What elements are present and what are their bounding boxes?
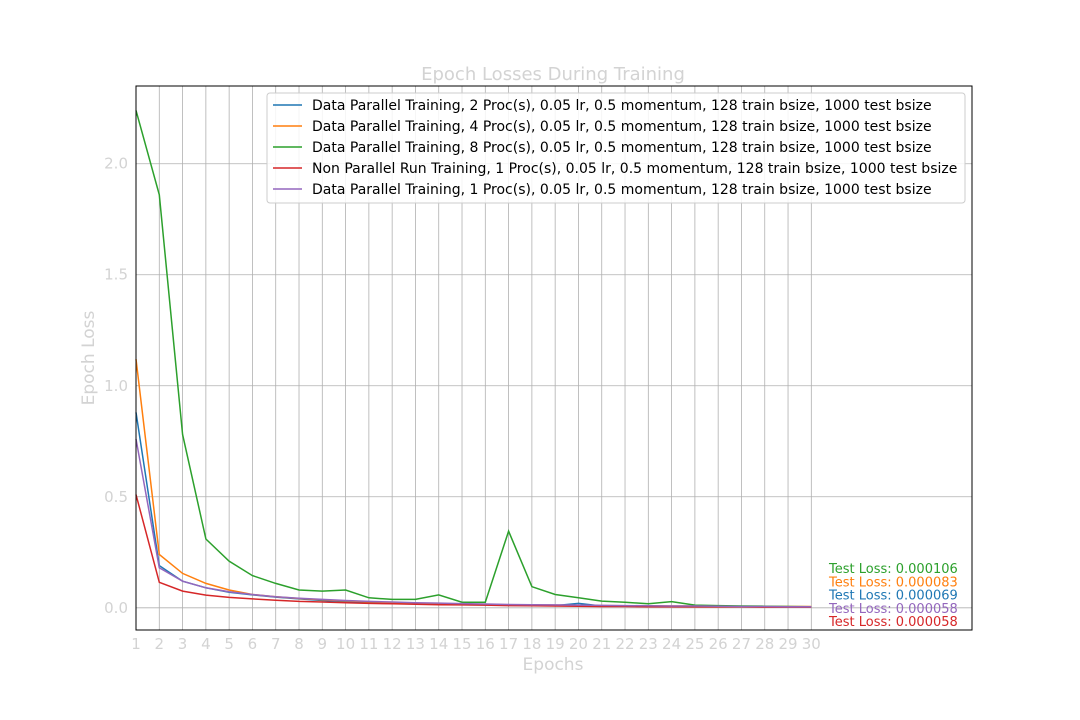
x-tick-labels: 1 2 3 4 5 6 7 8 9 10 11 12 13 14 15 16 17 18 19 20 21 22 23 24 2… (131, 635, 821, 653)
x-tick-label: 22 (615, 635, 634, 653)
x-tick-label: 6 (248, 635, 258, 653)
y-tick-label: 2.0 (104, 155, 128, 173)
legend-label: Non Parallel Run Training, 1 Proc(s), 0.… (312, 161, 957, 177)
x-tick-label: 26 (709, 635, 728, 653)
legend-label: Data Parallel Training, 4 Proc(s), 0.05 … (312, 119, 932, 135)
test-loss-label: Test Loss: 0.000083 (828, 575, 958, 590)
y-tick-label: 0.0 (104, 599, 128, 617)
plot-frame (135, 85, 973, 631)
x-tick-label: 2 (155, 635, 165, 653)
x-tick-label: 10 (336, 635, 355, 653)
x-tick-label: 19 (546, 635, 565, 653)
series-line-5 (135, 438, 812, 608)
x-tick-label: 9 (318, 635, 328, 653)
legend: Data Parallel Training, 2 Proc(s), 0.05 … (266, 92, 966, 204)
x-tick-label: 7 (271, 635, 281, 653)
x-tick-label: 24 (662, 635, 681, 653)
series-group (135, 110, 812, 608)
y-tick-labels: 0.0 0.5 1.0 1.5 2.0 (104, 155, 128, 617)
x-tick-label: 8 (294, 635, 304, 653)
y-tick-label: 1.5 (104, 266, 128, 284)
test-loss-label: Test Loss: 0.000106 (828, 562, 958, 577)
x-tick-label: 3 (178, 635, 188, 653)
x-tick-label: 27 (732, 635, 751, 653)
x-tick-label: 12 (383, 635, 402, 653)
x-tick-label: 13 (406, 635, 425, 653)
y-tick-label: 0.5 (104, 488, 128, 506)
series-line-4 (135, 494, 812, 608)
test-loss-label: Test Loss: 0.000058 (828, 602, 958, 617)
x-tick-label: 29 (778, 635, 797, 653)
x-tick-label: 23 (639, 635, 658, 653)
legend-label: Data Parallel Training, 8 Proc(s), 0.05 … (312, 140, 932, 156)
x-tick-label: 15 (452, 635, 471, 653)
y-tick-label: 1.0 (104, 377, 128, 395)
x-tick-label: 4 (201, 635, 211, 653)
test-loss-label: Test Loss: 0.000058 (828, 615, 958, 630)
x-tick-label: 25 (685, 635, 704, 653)
test-loss-label: Test Loss: 0.000069 (828, 589, 958, 604)
series-line-3 (135, 110, 812, 608)
legend-box (266, 92, 966, 204)
x-tick-label: 14 (429, 635, 448, 653)
x-tick-label: 18 (522, 635, 541, 653)
x-tick-label: 21 (592, 635, 611, 653)
y-axis-label: Epoch Loss (79, 310, 99, 405)
x-tick-label: 5 (224, 635, 234, 653)
legend-label: Data Parallel Training, 2 Proc(s), 0.05 … (312, 98, 932, 114)
legend-label: Data Parallel Training, 1 Proc(s), 0.05 … (312, 182, 932, 198)
x-tick-label: 28 (755, 635, 774, 653)
x-tick-label: 17 (499, 635, 518, 653)
chart-title: Epoch Losses During Training (421, 64, 685, 85)
x-axis-label: Epochs (523, 655, 584, 675)
x-tick-label: 11 (359, 635, 378, 653)
x-tick-label: 30 (802, 635, 821, 653)
x-tick-label: 1 (131, 635, 141, 653)
x-tick-label: 16 (476, 635, 495, 653)
x-tick-label: 20 (569, 635, 588, 653)
